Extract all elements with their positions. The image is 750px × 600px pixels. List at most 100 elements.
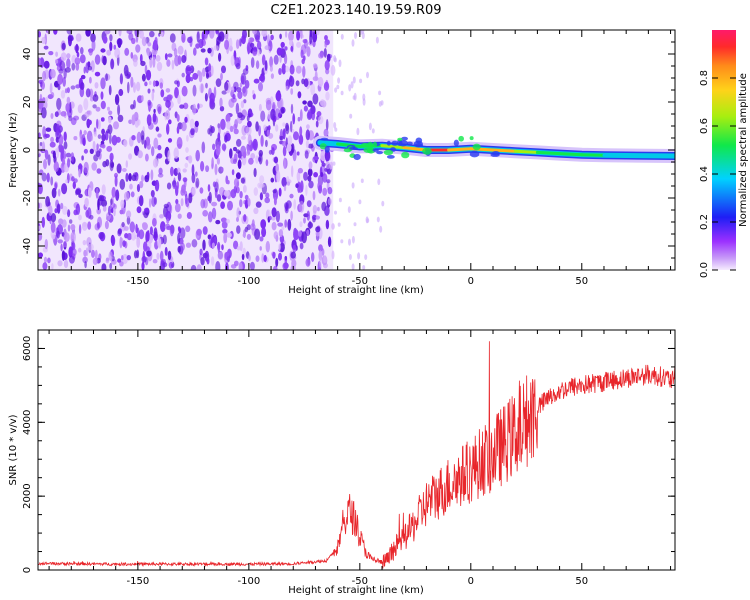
noise-speckle (133, 59, 138, 67)
noise-speckle (44, 239, 48, 250)
x-tick-label: 50 (575, 276, 588, 287)
noise-speckle (332, 161, 336, 166)
noise-speckle (307, 221, 313, 229)
signal-blob (422, 147, 432, 155)
noise-speckle (244, 194, 249, 200)
noise-speckle (141, 135, 145, 145)
colorbar-gradient (712, 30, 736, 270)
signal-segment (336, 142, 362, 148)
spectrogram-panel: -150 -100 -50 0 50 -40 -20 0 20 40 Height of stra… (8, 29, 676, 296)
noise-speckle (114, 175, 118, 187)
noise-speckle (225, 218, 231, 224)
noise-speckle (322, 187, 328, 196)
noise-speckle (71, 176, 75, 182)
noise-speckle (247, 134, 252, 146)
noise-speckle (287, 218, 292, 231)
x-tick-label: -100 (238, 276, 261, 287)
noise-speckle (78, 214, 82, 221)
noise-speckle (205, 165, 210, 173)
x-tick-label: -50 (352, 276, 368, 287)
signal-blob (343, 148, 352, 153)
noise-speckle (51, 187, 57, 199)
noise-speckle (255, 201, 262, 208)
noise-speckle (149, 30, 155, 38)
noise-speckle (51, 234, 56, 240)
noise-speckle (305, 258, 311, 267)
noise-speckle (110, 207, 114, 214)
noise-speckle (215, 219, 221, 225)
noise-speckle (273, 231, 279, 240)
noise-speckle (56, 203, 61, 214)
noise-speckle (166, 59, 171, 67)
noise-speckle (65, 179, 68, 184)
noise-speckle (113, 207, 116, 217)
noise-speckle (117, 104, 121, 116)
noise-speckle (305, 129, 310, 141)
noise-speckle (214, 163, 218, 176)
noise-speckle (47, 257, 51, 264)
noise-speckle (351, 39, 355, 47)
noise-speckle (54, 208, 58, 214)
noise-speckle (292, 113, 296, 125)
noise-speckle (261, 227, 267, 238)
noise-speckle (274, 108, 281, 120)
noise-speckle (220, 72, 223, 81)
colorbar-tick-label: 0.6 (699, 118, 710, 134)
noise-speckle (213, 45, 219, 51)
noise-speckle (252, 30, 258, 35)
noise-speckle (312, 93, 319, 105)
noise-speckle (101, 144, 106, 149)
noise-speckle (128, 119, 133, 125)
noise-speckle (252, 90, 255, 95)
noise-speckle (315, 30, 320, 36)
noise-speckle (334, 210, 337, 215)
noise-speckle (229, 148, 233, 159)
noise-speckle (91, 249, 95, 258)
noise-speckle (149, 57, 153, 69)
noise-speckle (307, 143, 314, 149)
noise-speckle (326, 53, 331, 63)
noise-speckle (364, 254, 368, 260)
noise-speckle (147, 42, 152, 47)
noise-speckle (45, 96, 49, 103)
noise-speckle (71, 63, 76, 71)
noise-speckle (272, 251, 276, 259)
noise-speckle (120, 199, 125, 209)
noise-speckle (249, 42, 255, 48)
noise-speckle (183, 102, 189, 110)
noise-speckle (303, 78, 309, 88)
noise-speckle (105, 257, 110, 262)
noise-speckle (57, 84, 61, 91)
noise-speckle (254, 228, 261, 240)
noise-speckle (67, 224, 71, 232)
noise-speckle (333, 57, 337, 63)
noise-speckle (224, 81, 229, 91)
noise-speckle (240, 75, 245, 85)
signal-blob (320, 137, 329, 141)
noise-speckle (38, 252, 43, 258)
noise-speckle (139, 181, 144, 189)
noise-speckle (101, 199, 108, 207)
noise-speckle (306, 200, 312, 208)
noise-speckle (190, 264, 197, 270)
noise-speckle (61, 250, 65, 261)
noise-speckle (318, 115, 324, 125)
noise-speckle (150, 190, 155, 198)
noise-speckle (167, 53, 173, 58)
noise-speckle (202, 226, 208, 235)
noise-speckle (145, 153, 149, 162)
noise-speckle (361, 32, 365, 40)
noise-speckle (146, 230, 150, 242)
noise-speckle (303, 105, 308, 112)
noise-speckle (101, 55, 105, 64)
noise-speckle (69, 219, 73, 224)
noise-speckle (50, 113, 54, 119)
noise-speckle (211, 157, 214, 169)
noise-speckle (291, 143, 295, 154)
noise-speckle (230, 189, 237, 199)
noise-speckle (304, 150, 309, 159)
signal-blob (386, 140, 391, 146)
noise-speckle (236, 138, 242, 147)
noise-speckle (137, 150, 143, 159)
noise-speckle (100, 117, 105, 122)
